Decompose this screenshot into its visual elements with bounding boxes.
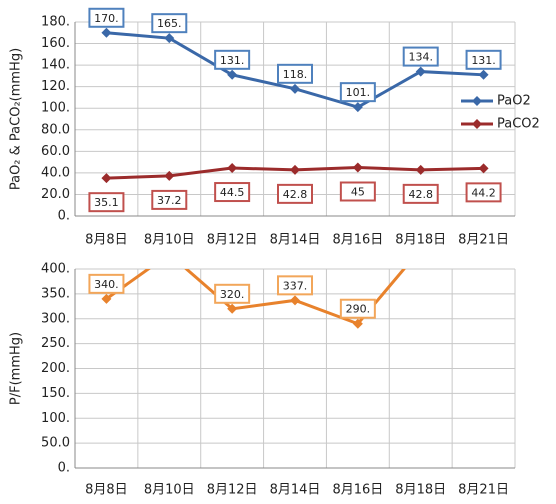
value-label: 118. [283, 68, 308, 81]
value-label: 131. [220, 54, 245, 67]
y-tick-label: 400. [41, 262, 70, 277]
value-label-box [151, 189, 188, 210]
value-label: 134. [408, 51, 433, 64]
marker [101, 27, 112, 38]
x-tick-label: 8月18日 [395, 483, 446, 498]
value-label: 165. [157, 17, 182, 30]
marker [415, 164, 426, 175]
y-tick-label: 350. [41, 286, 70, 301]
value-label: 37.2 [157, 194, 182, 207]
marker [290, 164, 300, 175]
y-tick-label: 100. [41, 101, 70, 116]
y-tick-label: 50.0 [41, 436, 70, 451]
x-tick-label: 8月8日 [85, 233, 128, 248]
value-label-box [339, 82, 376, 103]
legend-marker [472, 96, 482, 106]
marker [352, 102, 363, 113]
x-tick-label: 8月12日 [207, 233, 258, 248]
value-label-box [402, 183, 439, 204]
y-tick-label: 150. [41, 386, 70, 401]
x-tick-label: 8月12日 [207, 483, 258, 498]
marker [478, 163, 489, 174]
value-label: 42.8 [283, 188, 308, 201]
value-label-box [88, 273, 125, 294]
x-tick-label: 8月14日 [270, 483, 321, 498]
value-label-box [277, 275, 313, 296]
value-label-box [339, 181, 376, 202]
marker [478, 69, 489, 80]
value-label-box [214, 49, 251, 70]
marker [101, 293, 112, 304]
y-axis-label: PaO₂ & PaCO₂(mmHg) [9, 48, 24, 190]
marker [290, 83, 300, 94]
x-tick-label: 8月10日 [144, 483, 195, 498]
value-label-box [402, 46, 439, 67]
y-tick-label: 180. [41, 15, 70, 30]
value-label-box [277, 183, 313, 204]
x-tick-label: 8月21日 [458, 483, 509, 498]
x-tick-label: 8月21日 [458, 233, 509, 248]
marker [290, 295, 300, 306]
y-tick-label: 60.0 [41, 144, 70, 159]
y-tick-label: 80.0 [41, 122, 70, 137]
y-tick-label: 40.0 [41, 165, 70, 180]
value-label: 44.2 [471, 186, 496, 199]
value-label: 131. [471, 54, 496, 67]
x-tick-label: 8月14日 [270, 233, 321, 248]
y-tick-label: 250. [41, 336, 70, 351]
value-label-box [151, 13, 188, 34]
value-label: 290. [346, 303, 371, 316]
value-label: 320. [220, 288, 245, 301]
value-label-box [465, 49, 502, 70]
value-label: 101. [346, 86, 371, 99]
marker [164, 33, 175, 44]
value-label-box [214, 182, 251, 203]
marker [164, 249, 174, 259]
plot-area [101, 27, 489, 184]
y-tick-label: 160. [41, 36, 70, 51]
marker [101, 173, 112, 184]
x-tick-label: 8月8日 [85, 483, 128, 498]
x-tick-label: 8月18日 [395, 233, 446, 248]
x-tick-label: 8月10日 [144, 233, 195, 248]
marker [227, 69, 238, 80]
value-label: 340. [94, 278, 119, 291]
value-label-box [214, 283, 251, 304]
x-tick-label: 8月16日 [332, 233, 383, 248]
value-label: 35.1 [94, 196, 119, 209]
value-label-box [339, 298, 376, 319]
marker [164, 170, 175, 181]
marker [352, 318, 363, 329]
y-tick-label: 100. [41, 411, 70, 426]
y-tick-label: 0. [58, 209, 70, 224]
value-label-box [88, 192, 125, 213]
y-tick-label: 20.0 [41, 187, 70, 202]
value-label-box [277, 63, 313, 84]
marker [352, 162, 363, 173]
value-label: 44.5 [220, 186, 245, 199]
y-tick-label: 200. [41, 361, 70, 376]
marker [415, 66, 426, 77]
y-tick-label: 140. [41, 58, 70, 73]
value-label: 45 [351, 186, 365, 199]
legend-label: PaCO2 [497, 117, 540, 132]
y-axis-label: P/F(mmHg) [9, 332, 24, 405]
y-tick-label: 300. [41, 311, 70, 326]
value-label-box [88, 7, 125, 28]
value-label: 337. [283, 279, 308, 292]
marker [227, 303, 238, 314]
value-label-box [465, 182, 502, 203]
y-tick-label: 0. [58, 461, 70, 476]
x-tick-label: 8月16日 [332, 483, 383, 498]
marker [227, 163, 238, 174]
legend-label: PaO2 [497, 94, 531, 109]
value-label: 42.8 [408, 188, 433, 201]
y-tick-label: 120. [41, 79, 70, 94]
value-label: 170. [94, 12, 119, 25]
legend-marker [472, 119, 482, 129]
